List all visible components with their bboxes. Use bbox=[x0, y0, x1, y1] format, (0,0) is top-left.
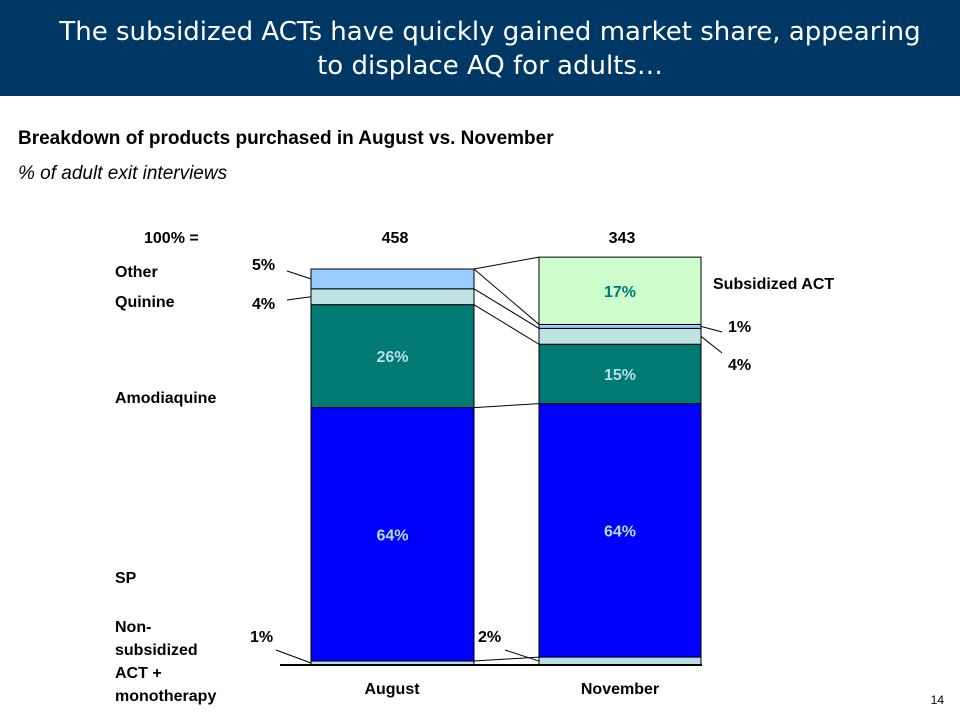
data-label-subsidized-act-november: 17% bbox=[604, 284, 636, 301]
chart-caption: % of adult exit interviews bbox=[18, 163, 228, 184]
data-label-quinine-november: 4% bbox=[728, 357, 751, 374]
bar-subsidized-act-november bbox=[538, 256, 702, 325]
series-label-quinine: Quinine bbox=[115, 294, 175, 311]
bar-other-november bbox=[538, 323, 702, 329]
data-label-other-august: 5% bbox=[252, 257, 275, 274]
series-label-non-subsidized-4: monotherapy bbox=[115, 688, 216, 705]
connector-line bbox=[473, 403, 540, 409]
data-label-other-november: 1% bbox=[728, 319, 751, 336]
data-label-amodiaquine-november: 15% bbox=[604, 367, 636, 384]
leader-line bbox=[286, 270, 312, 280]
series-label-sp: SP bbox=[115, 570, 137, 587]
bar-amodiaquine-august bbox=[310, 304, 475, 409]
data-label-non-subsidized-august: 1% bbox=[250, 629, 273, 646]
series-label-subsidized-act: Subsidized ACT bbox=[713, 276, 834, 293]
connector-line bbox=[473, 304, 540, 345]
leader-line bbox=[700, 335, 723, 354]
data-label-amodiaquine-august: 26% bbox=[376, 349, 408, 366]
chart-subtitle: Breakdown of products purchased in Augus… bbox=[18, 128, 554, 149]
data-label-sp-august: 64% bbox=[376, 527, 408, 544]
data-label-non-subsidized-november: 2% bbox=[478, 629, 501, 646]
series-label-non-subsidized-1: Non- bbox=[115, 619, 151, 636]
category-label-november: November bbox=[581, 681, 659, 698]
connector-line bbox=[473, 268, 540, 325]
bar-quinine-august bbox=[310, 288, 475, 306]
total-august: 458 bbox=[382, 230, 409, 247]
leader-line bbox=[700, 325, 723, 333]
series-label-non-subsidized-2: subsidized bbox=[115, 642, 198, 659]
bar-non-subsidized-act-monotherapy-november bbox=[538, 656, 702, 666]
bar-other-august bbox=[310, 268, 475, 290]
category-label-august: August bbox=[364, 681, 420, 698]
slide-title: The subsidized ACTs have quickly gained … bbox=[30, 15, 950, 83]
slide-title-line-2: to displace AQ for adults… bbox=[317, 51, 663, 81]
series-label-other: Other bbox=[115, 264, 158, 281]
leader-line bbox=[286, 296, 312, 301]
title-banner bbox=[0, 0, 960, 96]
series-label-non-subsidized-3: ACT + bbox=[115, 665, 162, 682]
total-label: 100% = bbox=[144, 230, 199, 247]
data-label-sp-november: 64% bbox=[604, 523, 636, 540]
leader-line bbox=[275, 649, 312, 664]
bar-sp-august bbox=[310, 407, 475, 662]
bar-sp-november bbox=[538, 403, 702, 658]
leader-line bbox=[504, 649, 540, 662]
connector-line bbox=[473, 256, 540, 270]
total-november: 343 bbox=[609, 230, 636, 247]
slide-title-line-1: The subsidized ACTs have quickly gained … bbox=[59, 17, 921, 47]
bar-quinine-november bbox=[538, 327, 702, 345]
connector-line bbox=[473, 288, 540, 329]
page-number: 14 bbox=[930, 693, 944, 707]
data-label-quinine-august: 4% bbox=[252, 296, 275, 313]
series-label-amodiaquine: Amodiaquine bbox=[115, 390, 216, 407]
